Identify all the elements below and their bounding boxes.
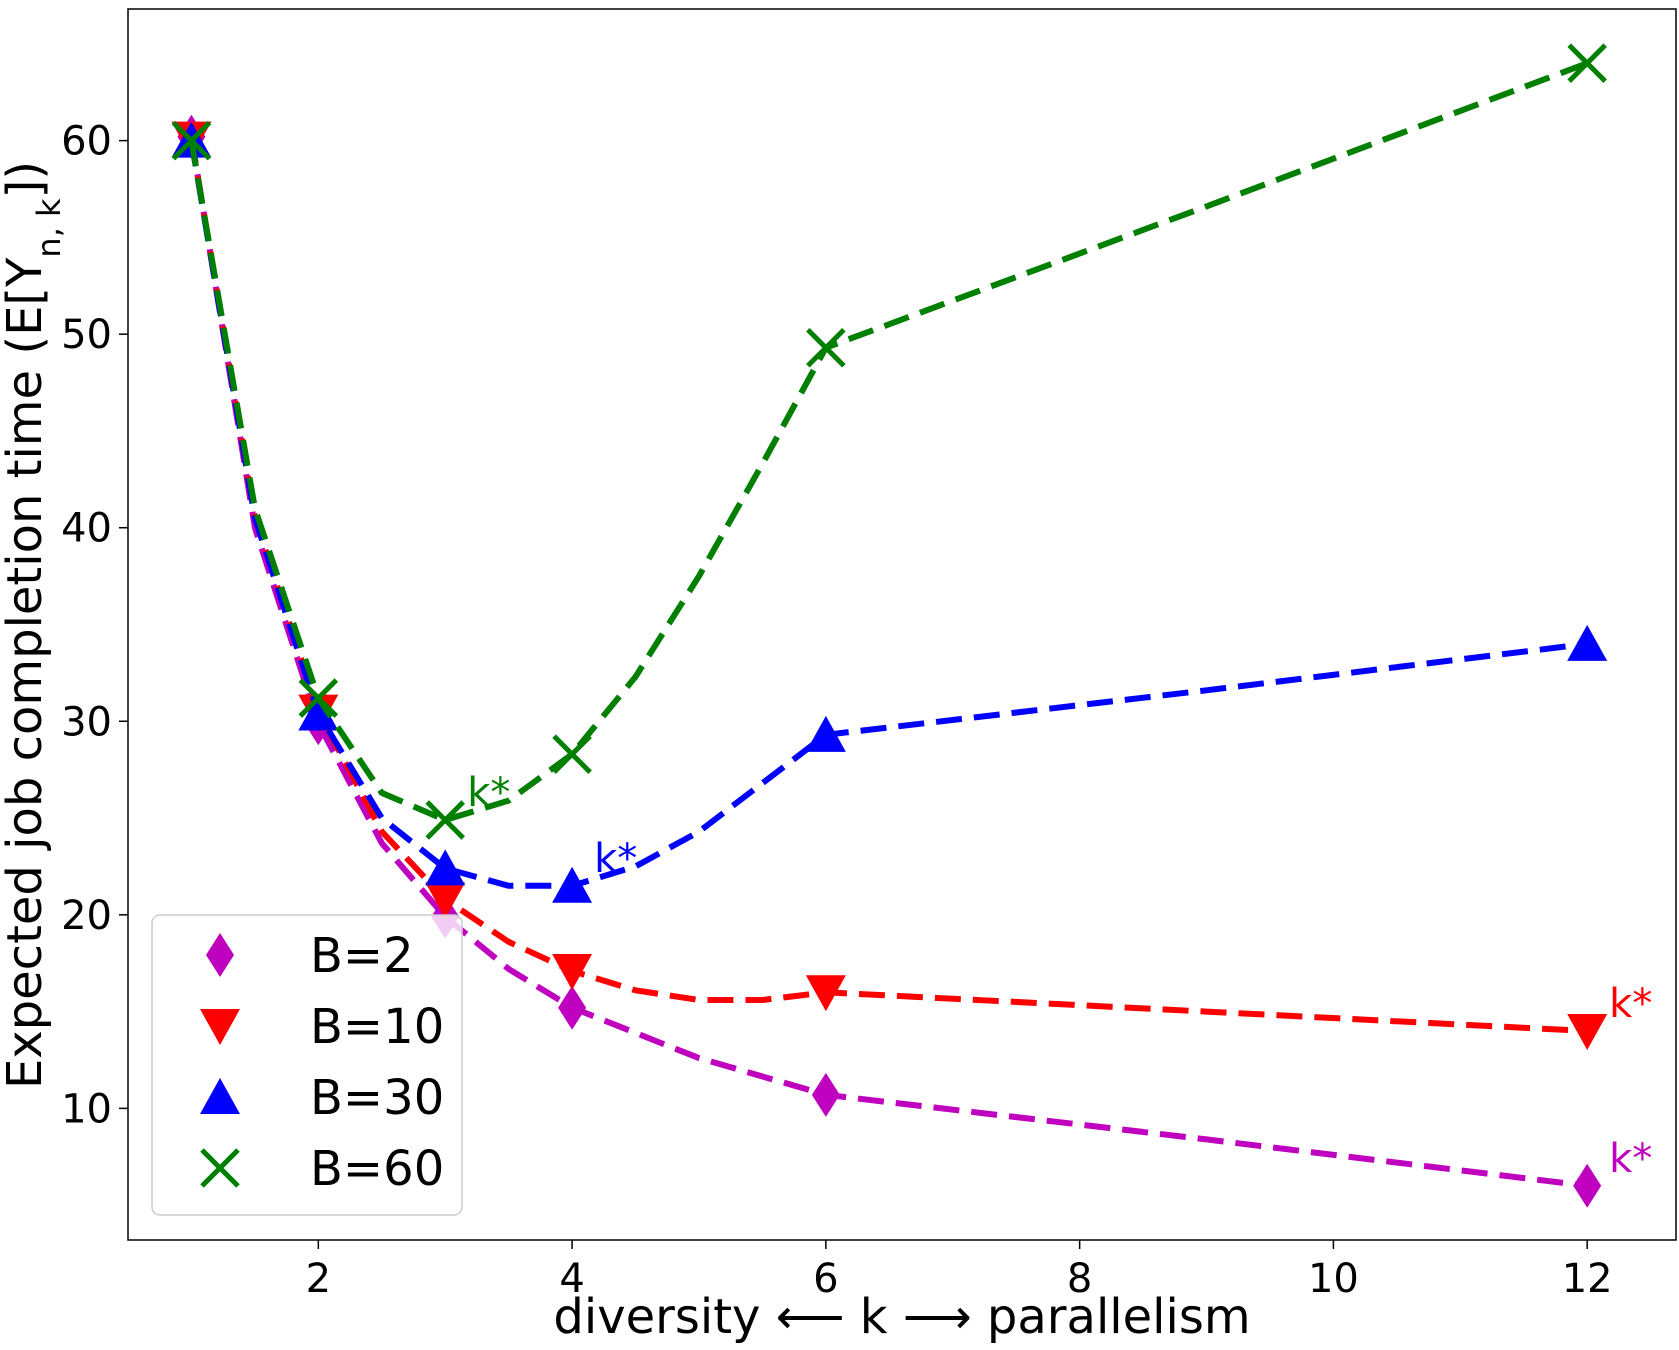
y-axis-label-end: ]) [0, 161, 53, 198]
y-tick-label: 50 [61, 312, 112, 358]
data-point [1567, 43, 1607, 83]
data-point [552, 866, 593, 903]
y-axis: 10 20 30 40 50 60 [61, 119, 128, 1132]
y-axis-label: Expected job completion time (E[Yn, k]) [0, 161, 68, 1089]
legend-label: B=60 [310, 1141, 444, 1197]
x-axis-label: diversity ⟵ k ⟶ parallelism [553, 1289, 1250, 1345]
data-point [298, 694, 339, 731]
y-tick-label: 10 [61, 1086, 112, 1132]
x-tick-label: 12 [1562, 1256, 1613, 1302]
kstar-label: k* [467, 770, 510, 816]
y-tick-label: 40 [61, 506, 112, 552]
data-point [298, 678, 339, 718]
data-point [171, 120, 212, 161]
kstar-label: k* [1609, 981, 1652, 1027]
y-axis-label-main: Expected job completion time (E[Y [0, 257, 53, 1089]
data-point [425, 800, 465, 840]
data-point [1573, 1163, 1602, 1208]
x-tick-label: 8 [1067, 1256, 1092, 1302]
legend: B=2 B=10 B=30 B=60 [151, 914, 463, 1216]
data-point [1567, 624, 1608, 661]
y-tick-label: 20 [61, 893, 112, 939]
data-point [811, 1072, 840, 1117]
kstar-label: k* [594, 836, 637, 882]
data-point [552, 953, 593, 990]
legend-marker [206, 933, 234, 977]
data-point [805, 975, 846, 1012]
legend-marker [200, 1078, 240, 1114]
y-axis-label-subscript: n, k [30, 198, 68, 258]
data-point [425, 882, 466, 919]
series-b-60 [171, 43, 1607, 840]
legend-marker [200, 1009, 240, 1045]
x-tick-label: 6 [813, 1256, 838, 1302]
x-tick-label: 2 [306, 1256, 331, 1302]
legend-frame [151, 914, 463, 1216]
data-point [552, 734, 592, 774]
legend-label: B=10 [310, 999, 444, 1055]
y-tick-label: 30 [61, 699, 112, 745]
legend-label: B=30 [310, 1070, 444, 1126]
x-tick-label: 4 [559, 1256, 584, 1302]
x-axis: 2 4 6 8 10 12 [306, 1240, 1613, 1302]
data-point [425, 849, 466, 886]
y-tick-label: 60 [61, 119, 112, 165]
series-line [188, 136, 1588, 1189]
kstar-annotations: k* k* k* k* [467, 770, 1652, 1182]
x-tick-label: 10 [1308, 1256, 1359, 1302]
data-point [1567, 1013, 1608, 1050]
legend-label: B=2 [310, 928, 414, 984]
kstar-label: k* [1609, 1136, 1652, 1182]
data-point [805, 715, 846, 752]
data-point [558, 985, 587, 1030]
legend-marker [200, 1148, 240, 1188]
data-point [806, 327, 846, 368]
